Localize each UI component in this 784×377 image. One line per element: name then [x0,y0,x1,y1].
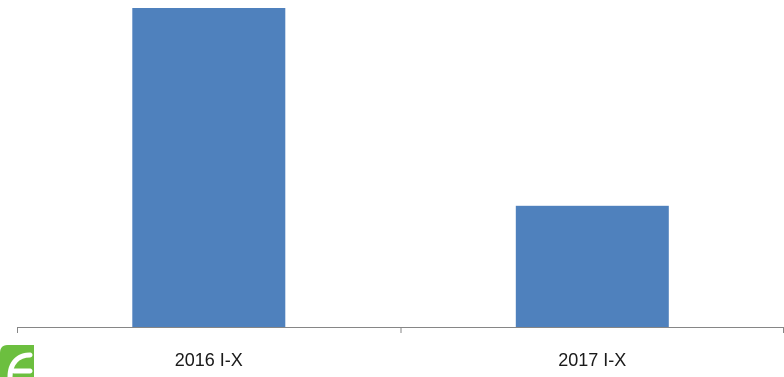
x-tick-label-1: 2017 I-X [558,350,626,370]
bars-group [132,8,669,327]
bar-1 [515,205,669,327]
bar-0 [132,8,286,327]
x-axis-tick-labels: 2016 I-X 2017 I-X [175,350,627,370]
x-tick-label-0: 2016 I-X [175,350,243,370]
green-logo-icon [0,345,34,377]
